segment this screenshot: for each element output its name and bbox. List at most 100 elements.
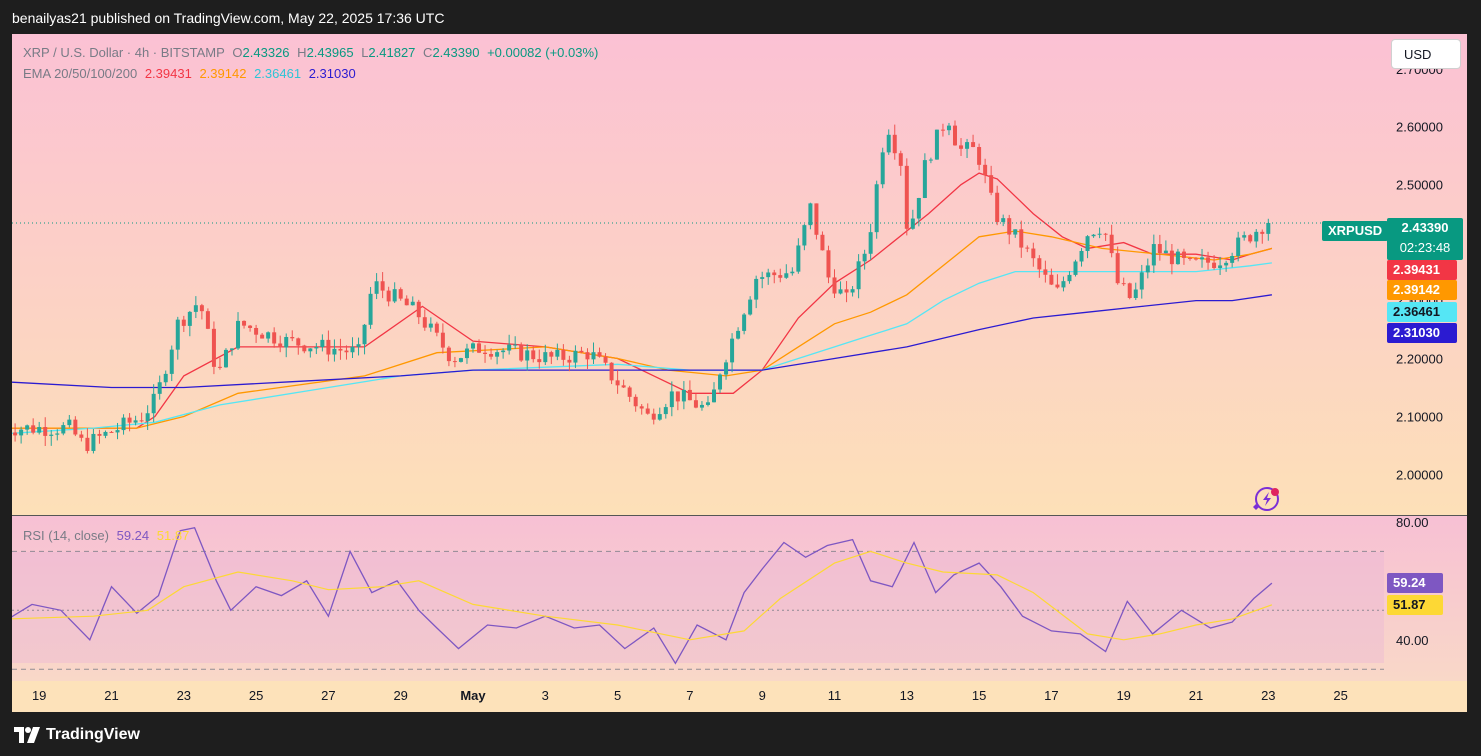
candle-body — [1055, 284, 1060, 288]
candle-body — [464, 348, 469, 359]
candle-body — [555, 349, 560, 357]
candle-body — [591, 352, 596, 360]
tradingview-branding[interactable]: TradingView — [14, 724, 140, 746]
candle-body — [609, 362, 614, 381]
candle-body — [422, 317, 427, 328]
candle-body — [639, 406, 644, 409]
time-axis-bg — [12, 681, 1467, 712]
candle-body — [766, 272, 771, 278]
candle-body — [1151, 244, 1156, 266]
candle-body — [730, 338, 735, 363]
candle-body — [1127, 283, 1132, 298]
candle-body — [1115, 253, 1120, 284]
candle-body — [1013, 229, 1018, 235]
ema20-tag: 2.39431 — [1387, 260, 1457, 280]
last-price: 2.43390 — [1401, 220, 1449, 235]
chart-frame[interactable]: 2.000002.100002.200002.300002.400002.500… — [12, 34, 1467, 712]
candle-body — [940, 129, 945, 131]
rsi-ma-value: 51.87 — [156, 528, 190, 543]
candle-body — [386, 290, 391, 302]
candle-body — [862, 253, 867, 262]
lightning-icon[interactable] — [1253, 487, 1279, 511]
candle-body — [115, 430, 120, 433]
candle-body — [169, 349, 174, 374]
candle-body — [826, 250, 831, 278]
candle-body — [621, 385, 626, 388]
candle-body — [687, 389, 692, 401]
candle-body — [1133, 289, 1138, 298]
candle-body — [193, 305, 198, 312]
candle-body — [977, 147, 982, 165]
candle-body — [392, 289, 397, 302]
candle-body — [175, 319, 180, 350]
main-pane-bg — [12, 34, 1467, 515]
candle-body — [748, 299, 753, 315]
rsi-band-fill — [12, 552, 1384, 663]
candle-body — [983, 164, 988, 176]
candle-body — [1091, 234, 1096, 237]
symbol-tag: XRPUSD — [1322, 221, 1389, 241]
rsi-pane-bg — [12, 516, 1467, 681]
candle-body — [928, 159, 933, 161]
price-axis-label: 2.50000 — [1396, 178, 1443, 193]
candle-body — [97, 433, 102, 436]
low-label: L — [361, 45, 369, 60]
candle-body — [434, 323, 439, 333]
candle-body — [211, 328, 216, 367]
candle-body — [37, 427, 42, 433]
ema-legend[interactable]: EMA 20/50/100/200 2.39431 2.39142 2.3646… — [23, 66, 360, 81]
candle-body — [699, 404, 704, 408]
candle-body — [145, 413, 150, 422]
candle-body — [103, 431, 108, 436]
candle-body — [573, 350, 578, 363]
symbol-legend[interactable]: XRP / U.S. Dollar · 4h · BITSTAMP O2.433… — [23, 45, 602, 60]
candle-body — [627, 387, 632, 397]
chart-canvas[interactable]: 2.000002.100002.200002.300002.400002.500… — [12, 34, 1467, 712]
candle-body — [446, 347, 451, 362]
candle-body — [543, 352, 548, 363]
candle-body — [374, 281, 379, 294]
candle-body — [820, 234, 825, 251]
candle-body — [760, 277, 765, 279]
rsi-tag: 59.24 — [1387, 573, 1443, 593]
candle-body — [1200, 257, 1205, 260]
candle-body — [1260, 231, 1265, 234]
candle-body — [326, 339, 331, 355]
candle-body — [633, 396, 638, 407]
candle-body — [1139, 272, 1144, 290]
time-axis-label: 25 — [249, 688, 263, 703]
candle-body — [314, 347, 319, 349]
candle-body — [1157, 244, 1162, 254]
time-axis-label: 21 — [1189, 688, 1203, 703]
candle-body — [350, 346, 355, 353]
candle-body — [657, 414, 662, 420]
price-axis-label: 2.20000 — [1396, 352, 1443, 367]
candle-body — [1187, 257, 1192, 259]
rsi-axis-label: 80.00 — [1396, 515, 1429, 530]
high-value: 2.43965 — [306, 45, 354, 60]
candle-body — [705, 402, 710, 405]
candle-body — [332, 348, 337, 355]
candle-body — [356, 344, 361, 347]
candle-body — [549, 352, 554, 357]
rsi-legend[interactable]: RSI (14, close) 59.24 51.87 — [23, 528, 193, 543]
candle-body — [675, 391, 680, 402]
low-value: 2.41827 — [368, 45, 416, 60]
candle-body — [55, 433, 60, 435]
candle-body — [380, 281, 385, 291]
candle-body — [163, 373, 168, 383]
currency-button[interactable]: USD — [1391, 39, 1461, 69]
rsi-value: 59.24 — [116, 528, 150, 543]
candle-body — [868, 232, 873, 254]
close-label: C — [423, 45, 433, 60]
candle-body — [651, 413, 656, 420]
candle-body — [772, 272, 777, 276]
candle-body — [844, 289, 849, 293]
candle-body — [1175, 251, 1180, 265]
high-label: H — [297, 45, 307, 60]
candle-body — [965, 142, 970, 149]
candle-body — [254, 327, 259, 335]
candle-body — [1121, 283, 1126, 285]
candle-body — [1079, 250, 1084, 262]
candle-body — [272, 332, 277, 344]
